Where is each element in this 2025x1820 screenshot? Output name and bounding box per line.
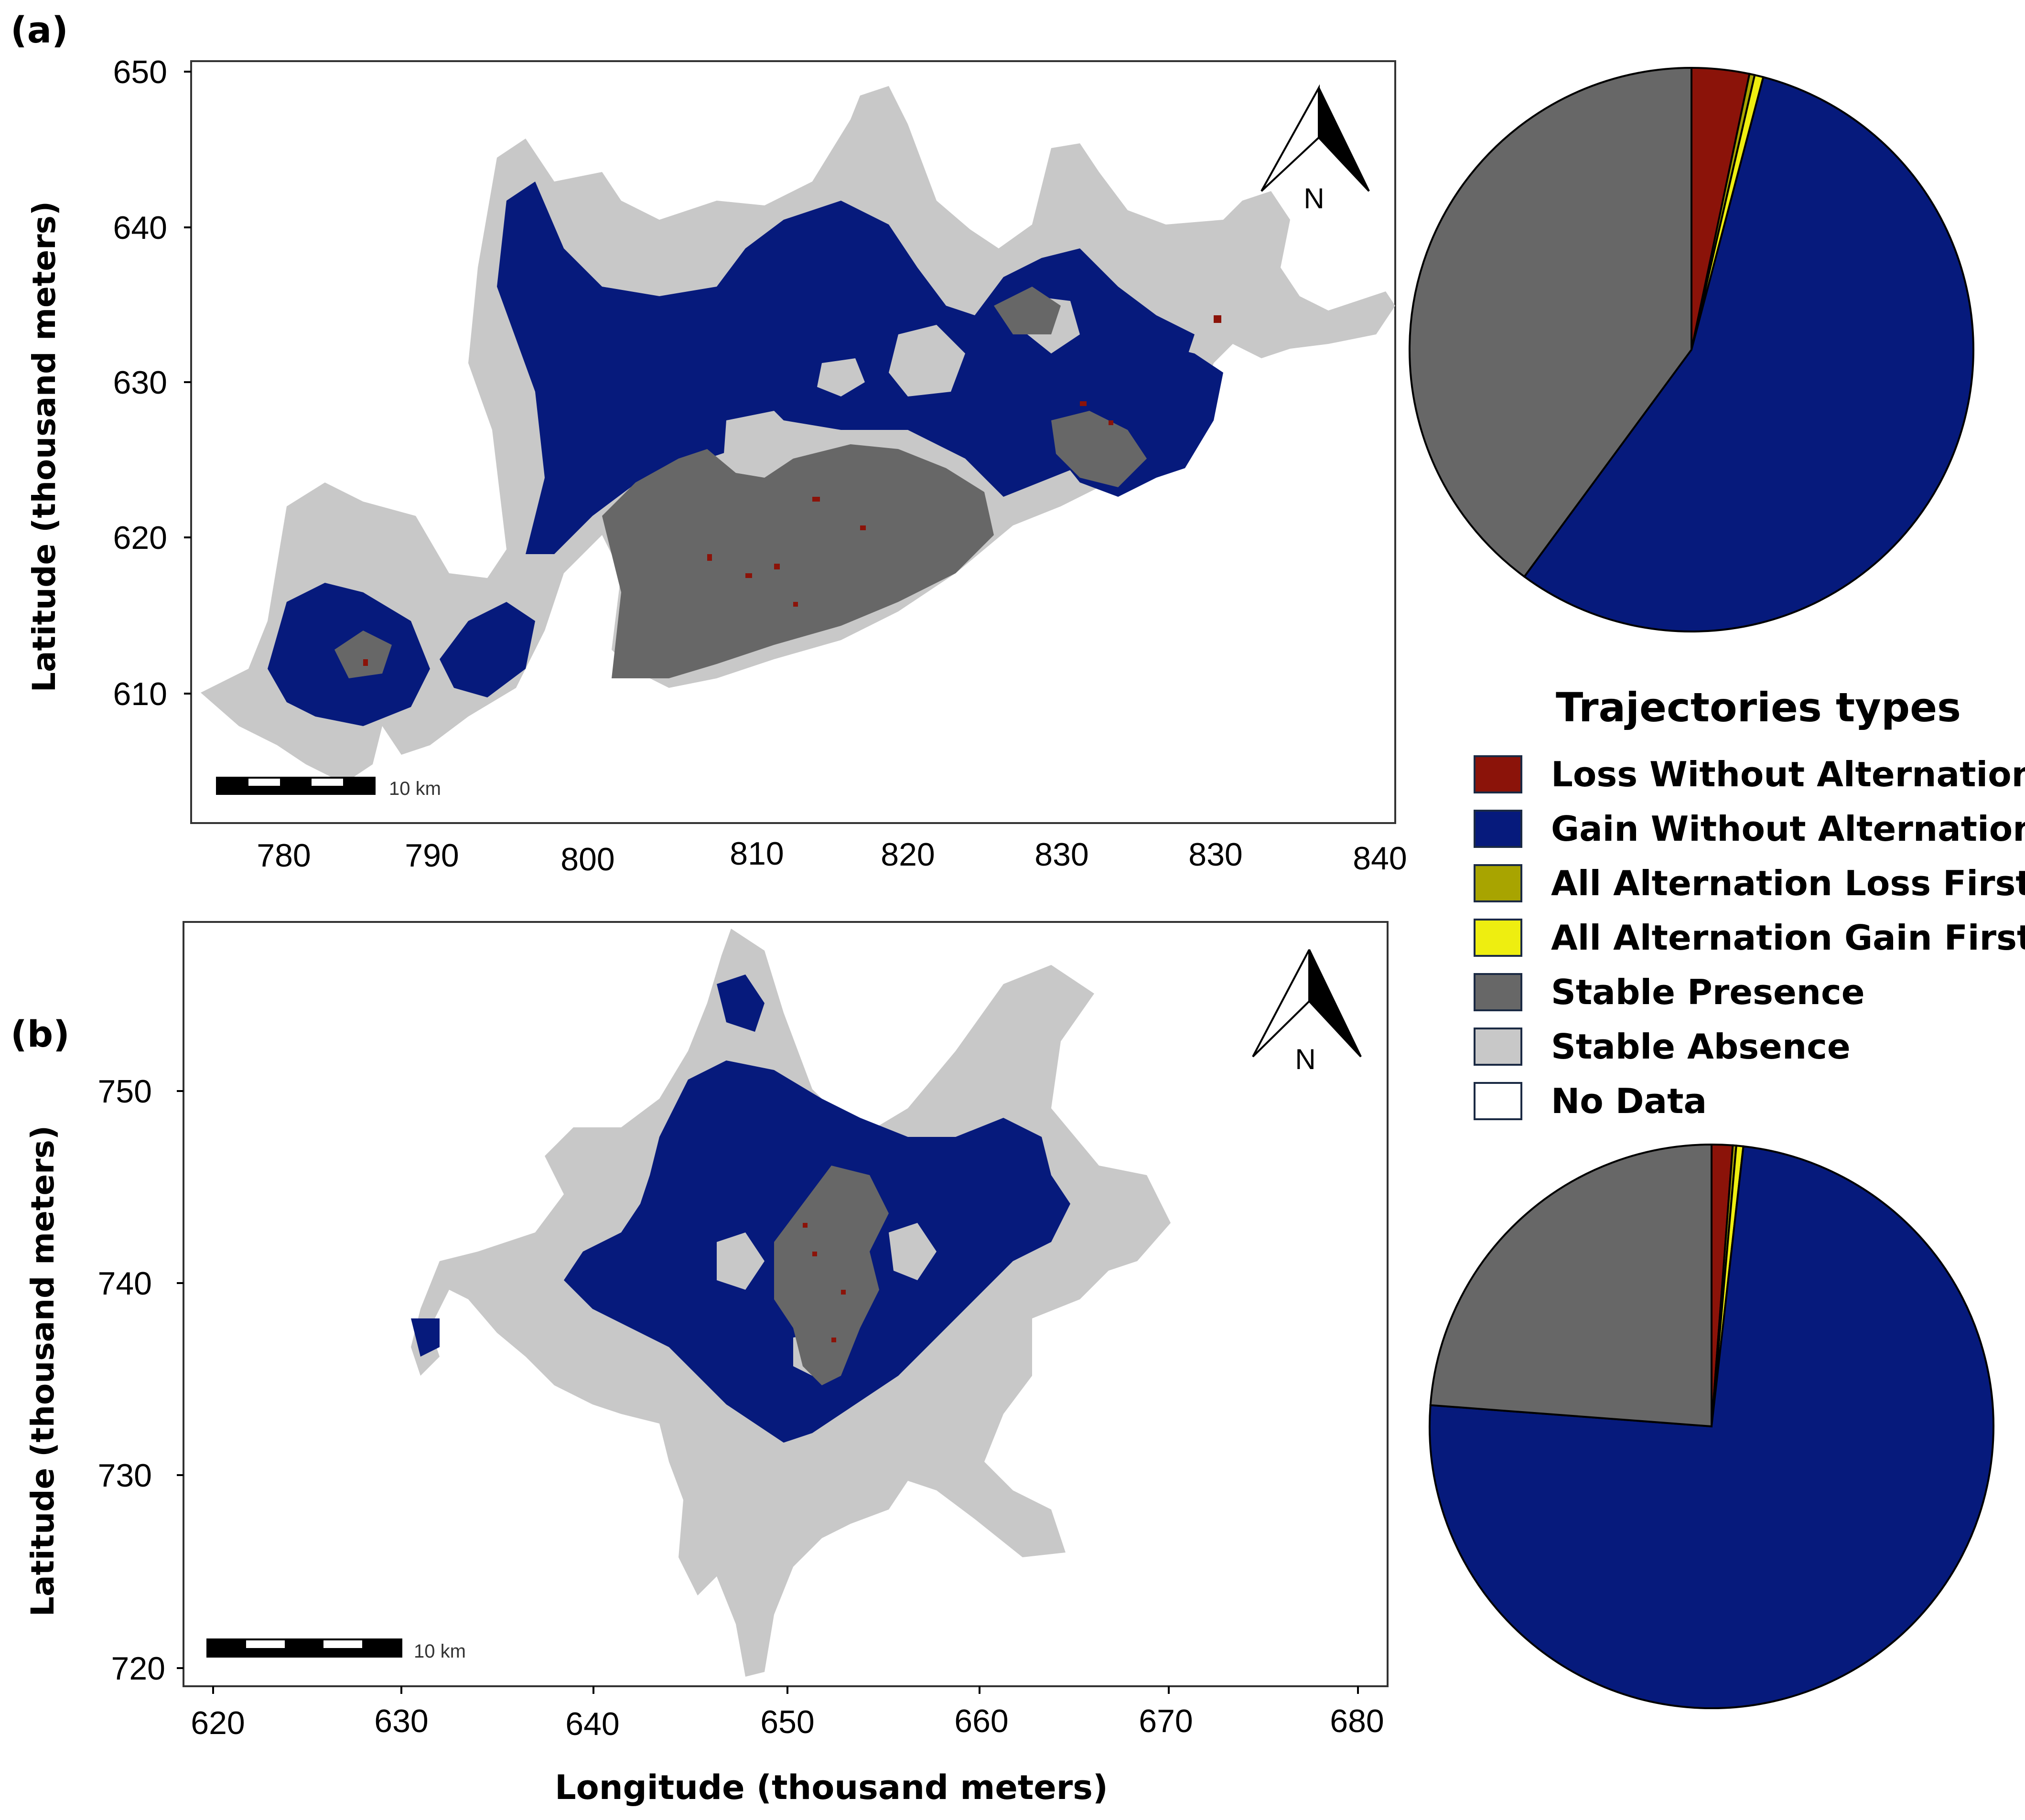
legend-label: All Alternation Loss First <box>1551 863 2025 903</box>
map-a-x-tick: 840 <box>1353 840 1407 877</box>
map-b-y-axis: 750 740 730 720 <box>98 1073 183 1687</box>
legend-item: All Alternation Gain First <box>1474 916 2025 959</box>
map-b-y-tick: 730 <box>98 1457 152 1494</box>
map-b-gain <box>411 974 1070 1443</box>
map-a-y-axis: 650 640 630 620 610 <box>113 54 191 712</box>
scale-bar-a: 10 km <box>216 777 441 799</box>
north-arrow-a-icon: N <box>1260 84 1370 214</box>
map-b-loss-patches <box>803 1223 846 1342</box>
north-label-b: N <box>1295 1043 1315 1075</box>
pie-chart-a <box>1409 66 1974 632</box>
legend-item: All Alternation Loss First <box>1474 862 2025 905</box>
map-b-x-tick: 670 <box>1139 1703 1193 1739</box>
map-b-x-tick: 640 <box>565 1706 619 1742</box>
map-b-y-tick: 740 <box>98 1265 152 1302</box>
scale-label-a: 10 km <box>389 778 441 799</box>
legend-title: Trajectories types <box>1556 684 1961 731</box>
map-b-x-tick: 620 <box>191 1705 245 1741</box>
legend-label: No Data <box>1551 1081 1707 1121</box>
pie-slice <box>1523 76 1974 632</box>
map-a-x-tick: 790 <box>405 837 459 874</box>
legend-swatch <box>1474 810 1522 848</box>
legend-item: Stable Absence <box>1474 1025 1851 1068</box>
legend-swatch <box>1474 919 1522 957</box>
pie-slice <box>1429 1143 1713 1428</box>
map-b-stable-presence <box>774 1166 889 1385</box>
pie-chart-b <box>1429 1143 1994 1709</box>
legend-swatch <box>1474 1028 1522 1066</box>
map-a-y-tick: 620 <box>113 520 167 556</box>
map-a-loss-patches <box>363 315 1221 666</box>
map-b-ylabel: Latitude (thousand meters) <box>24 1125 61 1617</box>
legend-swatch <box>1474 864 1522 902</box>
scale-bar-b: 10 km <box>206 1638 466 1662</box>
scale-label-b: 10 km <box>414 1641 466 1662</box>
map-a-y-tick: 650 <box>113 54 167 90</box>
legend-swatch <box>1474 755 1522 793</box>
map-a-stable-presence <box>334 287 1147 678</box>
map-b-x-axis: 620 630 640 650 660 670 680 <box>191 1686 1384 1742</box>
legend-item: No Data <box>1474 1080 1707 1123</box>
map-b-y-tick: 720 <box>111 1650 165 1687</box>
legend-label: All Alternation Gain First <box>1551 918 2025 958</box>
map-a-y-tick: 610 <box>113 676 167 712</box>
map-a-y-tick: 630 <box>113 364 167 401</box>
map-a-x-tick: 830 <box>1034 836 1088 873</box>
legend-item: Gain Without Alternation <box>1474 807 2025 850</box>
map-b: N 10 km 750 740 730 720 <box>24 921 1389 1807</box>
map-a-x-tick: 830 <box>1188 836 1242 873</box>
map-a-x-axis: 780 790 800 810 820 830 830 840 <box>257 835 1407 878</box>
legend-item: Stable Presence <box>1474 971 1865 1014</box>
map-a: N 10 km 650 640 630 620 610 780 <box>26 54 1407 878</box>
legend-label: Loss Without Alternation <box>1551 754 2025 794</box>
map-a-x-tick: 810 <box>730 835 784 872</box>
map-b-x-tick: 630 <box>374 1703 428 1739</box>
pie-slice <box>1409 66 1692 578</box>
legend-swatch <box>1474 973 1522 1011</box>
legend-label: Stable Presence <box>1551 972 1865 1012</box>
map-a-x-tick: 780 <box>257 837 311 874</box>
north-label-a: N <box>1303 182 1324 214</box>
map-a-gain <box>268 182 1223 726</box>
map-b-xlabel: Longitude (thousand meters) <box>555 1768 1108 1807</box>
map-a-ylabel: Latitude (thousand meters) <box>26 201 63 692</box>
panel-label-b: (b) <box>11 1013 70 1055</box>
legend-item: Loss Without Alternation <box>1474 753 2025 796</box>
map-b-x-tick: 660 <box>954 1703 1008 1739</box>
legend-label: Stable Absence <box>1551 1027 1851 1067</box>
map-a-x-tick: 820 <box>881 836 935 873</box>
map-b-x-tick: 650 <box>760 1704 814 1740</box>
map-a-y-tick: 640 <box>113 210 167 246</box>
panel-label-a: (a) <box>11 9 68 51</box>
map-b-y-tick: 750 <box>98 1073 152 1110</box>
legend-swatch <box>1474 1082 1522 1120</box>
north-arrow-b-icon: N <box>1252 949 1362 1075</box>
legend-label: Gain Without Alternation <box>1551 809 2025 849</box>
map-b-x-tick: 680 <box>1330 1703 1384 1739</box>
map-a-x-tick: 800 <box>560 841 614 878</box>
